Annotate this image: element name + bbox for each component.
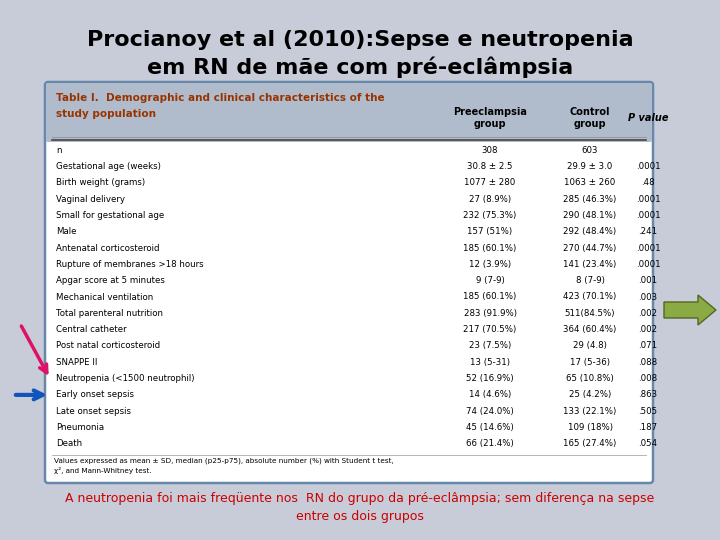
Text: 423 (70.1%): 423 (70.1%) [563, 293, 616, 301]
Text: Procianoy et al (2010):Sepse e neutropenia: Procianoy et al (2010):Sepse e neutropen… [86, 30, 634, 50]
Text: Central catheter: Central catheter [56, 325, 127, 334]
Text: .002: .002 [639, 309, 657, 318]
FancyArrow shape [664, 295, 716, 325]
Text: 17 (5-36): 17 (5-36) [570, 358, 610, 367]
Text: .48: .48 [642, 178, 654, 187]
Text: 74 (24.0%): 74 (24.0%) [466, 407, 514, 416]
Text: .0001: .0001 [636, 162, 660, 171]
Text: Pneumonia: Pneumonia [56, 423, 104, 432]
Text: χ², and Mann-Whitney test.: χ², and Mann-Whitney test. [54, 467, 152, 474]
Text: .071: .071 [639, 341, 657, 350]
Text: 165 (27.4%): 165 (27.4%) [563, 440, 616, 448]
Text: 157 (51%): 157 (51%) [467, 227, 513, 236]
Text: .001: .001 [639, 276, 657, 285]
Text: 9 (7-9): 9 (7-9) [476, 276, 505, 285]
Text: Birth weight (grams): Birth weight (grams) [56, 178, 145, 187]
Text: 25 (4.2%): 25 (4.2%) [569, 390, 611, 400]
Text: SNAPPE II: SNAPPE II [56, 358, 97, 367]
Text: 30.8 ± 2.5: 30.8 ± 2.5 [467, 162, 513, 171]
Text: 285 (46.3%): 285 (46.3%) [563, 194, 616, 204]
Text: Values expressed as mean ± SD, median (p25-p75), absolute number (%) with Studen: Values expressed as mean ± SD, median (p… [54, 457, 394, 463]
Text: 511(84.5%): 511(84.5%) [564, 309, 616, 318]
Text: .241: .241 [639, 227, 657, 236]
Text: Death: Death [56, 440, 82, 448]
Text: .003: .003 [639, 293, 657, 301]
Text: Table I.  Demographic and clinical characteristics of the: Table I. Demographic and clinical charac… [56, 93, 384, 103]
Text: .505: .505 [639, 407, 657, 416]
Text: entre os dois grupos: entre os dois grupos [296, 510, 424, 523]
Text: 29.9 ± 3.0: 29.9 ± 3.0 [567, 162, 613, 171]
Text: 45 (14.6%): 45 (14.6%) [466, 423, 514, 432]
Text: 185 (60.1%): 185 (60.1%) [464, 244, 517, 253]
FancyBboxPatch shape [46, 83, 652, 142]
Text: 308: 308 [482, 146, 498, 154]
Text: .002: .002 [639, 325, 657, 334]
Text: .088: .088 [639, 358, 657, 367]
Text: 292 (48.4%): 292 (48.4%) [564, 227, 616, 236]
Text: .008: .008 [639, 374, 657, 383]
Text: 66 (21.4%): 66 (21.4%) [466, 440, 514, 448]
Text: 65 (10.8%): 65 (10.8%) [566, 374, 614, 383]
Text: 52 (16.9%): 52 (16.9%) [466, 374, 514, 383]
Text: Total parenteral nutrition: Total parenteral nutrition [56, 309, 163, 318]
Text: 270 (44.7%): 270 (44.7%) [563, 244, 616, 253]
Text: Post natal corticosteroid: Post natal corticosteroid [56, 341, 160, 350]
Text: Control
group: Control group [570, 107, 611, 129]
Text: .863: .863 [639, 390, 657, 400]
Text: 109 (18%): 109 (18%) [567, 423, 613, 432]
Text: Rupture of membranes >18 hours: Rupture of membranes >18 hours [56, 260, 204, 269]
Text: Vaginal delivery: Vaginal delivery [56, 194, 125, 204]
Text: 217 (70.5%): 217 (70.5%) [464, 325, 517, 334]
Text: .187: .187 [639, 423, 657, 432]
Text: 12 (3.9%): 12 (3.9%) [469, 260, 511, 269]
Text: 290 (48.1%): 290 (48.1%) [564, 211, 616, 220]
Text: 8 (7-9): 8 (7-9) [575, 276, 604, 285]
Text: 364 (60.4%): 364 (60.4%) [563, 325, 616, 334]
Text: 232 (75.3%): 232 (75.3%) [464, 211, 517, 220]
Text: 23 (7.5%): 23 (7.5%) [469, 341, 511, 350]
Text: Gestational age (weeks): Gestational age (weeks) [56, 162, 161, 171]
Text: Early onset sepsis: Early onset sepsis [56, 390, 134, 400]
Text: Male: Male [56, 227, 76, 236]
Text: Antenatal corticosteroid: Antenatal corticosteroid [56, 244, 160, 253]
Text: 13 (5-31): 13 (5-31) [470, 358, 510, 367]
Text: 14 (4.6%): 14 (4.6%) [469, 390, 511, 400]
Text: 141 (23.4%): 141 (23.4%) [563, 260, 616, 269]
Text: 603: 603 [582, 146, 598, 154]
Text: .054: .054 [639, 440, 657, 448]
Text: Late onset sepsis: Late onset sepsis [56, 407, 131, 416]
Text: 1077 ± 280: 1077 ± 280 [464, 178, 516, 187]
Text: .0001: .0001 [636, 211, 660, 220]
Text: em RN de mãe com pré-eclâmpsia: em RN de mãe com pré-eclâmpsia [147, 57, 573, 78]
Text: 133 (22.1%): 133 (22.1%) [563, 407, 616, 416]
Text: n: n [56, 146, 61, 154]
Text: study population: study population [56, 109, 156, 119]
Text: .0001: .0001 [636, 194, 660, 204]
Text: 27 (8.9%): 27 (8.9%) [469, 194, 511, 204]
Text: Apgar score at 5 minutes: Apgar score at 5 minutes [56, 276, 165, 285]
Text: P value: P value [628, 113, 668, 123]
Text: 185 (60.1%): 185 (60.1%) [464, 293, 517, 301]
Text: .0001: .0001 [636, 260, 660, 269]
Text: Preeclampsia
group: Preeclampsia group [453, 107, 527, 129]
Text: .0001: .0001 [636, 244, 660, 253]
Text: 29 (4.8): 29 (4.8) [573, 341, 607, 350]
FancyBboxPatch shape [45, 82, 653, 483]
Text: Mechanical ventilation: Mechanical ventilation [56, 293, 153, 301]
Text: Neutropenia (<1500 neutrophil): Neutropenia (<1500 neutrophil) [56, 374, 194, 383]
Text: 283 (91.9%): 283 (91.9%) [464, 309, 516, 318]
Text: 1063 ± 260: 1063 ± 260 [564, 178, 616, 187]
Text: Small for gestational age: Small for gestational age [56, 211, 164, 220]
Text: A neutropenia foi mais freqüente nos  RN do grupo da pré-eclâmpsia; sem diferenç: A neutropenia foi mais freqüente nos RN … [66, 492, 654, 505]
